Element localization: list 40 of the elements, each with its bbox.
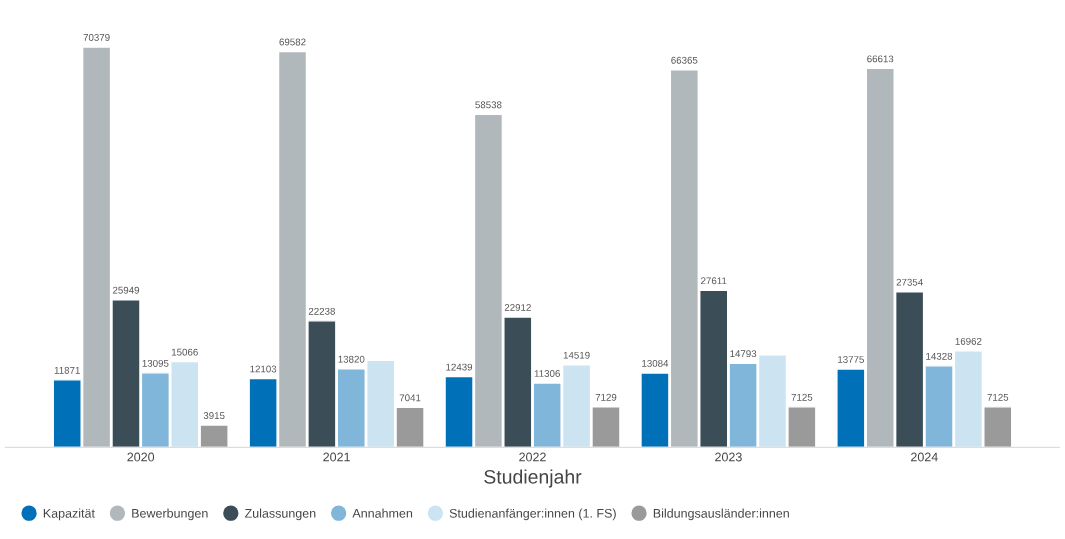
legend-label: Studienanfänger:innen (1. FS) xyxy=(449,508,616,521)
data-label: 7129 xyxy=(595,393,617,401)
data-label: 70379 xyxy=(83,34,110,41)
data-label: 7125 xyxy=(987,393,1009,401)
data-label: 13095 xyxy=(142,359,169,367)
data-label: 12103 xyxy=(250,365,277,373)
data-label: 7041 xyxy=(399,394,421,402)
data-label: 13084 xyxy=(642,359,669,367)
data-label: 11871 xyxy=(54,366,80,374)
data-label: 58538 xyxy=(475,101,502,109)
data-label: 27611 xyxy=(701,277,727,285)
x-tick-label: 2024 xyxy=(911,452,938,462)
data-label: 22912 xyxy=(504,304,531,311)
data-label: 16962 xyxy=(955,337,982,345)
legend-label: Bewerbungen xyxy=(132,508,208,521)
x-tick-label: 2023 xyxy=(715,452,742,462)
data-label: 14793 xyxy=(730,350,757,358)
data-label: 27354 xyxy=(896,278,923,286)
x-axis-title: Studienjahr xyxy=(484,469,582,488)
data-label: 66613 xyxy=(867,55,894,63)
legend-label: Zulassungen xyxy=(244,508,316,521)
legend-label: Kapazität xyxy=(43,508,95,521)
data-label: 14328 xyxy=(926,352,953,360)
data-label: 12439 xyxy=(446,363,473,371)
data-label: 3915 xyxy=(203,412,225,420)
data-label: 13775 xyxy=(838,356,864,363)
x-tick-label: 2021 xyxy=(323,452,350,462)
data-label: 22238 xyxy=(308,307,335,315)
data-label: 7125 xyxy=(791,393,813,401)
data-label: 15066 xyxy=(171,348,198,356)
legend-label: Annahmen xyxy=(352,508,413,518)
data-label: 11306 xyxy=(534,370,560,377)
data-label: 25949 xyxy=(112,286,140,294)
x-tick-label: 2020 xyxy=(127,452,155,462)
legend-label: Bildungsausländer:innen xyxy=(653,508,789,521)
data-label: 13820 xyxy=(338,355,365,363)
x-tick-label: 2022 xyxy=(519,452,546,462)
data-label: 14519 xyxy=(563,351,590,359)
data-label: 66365 xyxy=(671,56,698,64)
data-label: 69582 xyxy=(279,38,306,46)
